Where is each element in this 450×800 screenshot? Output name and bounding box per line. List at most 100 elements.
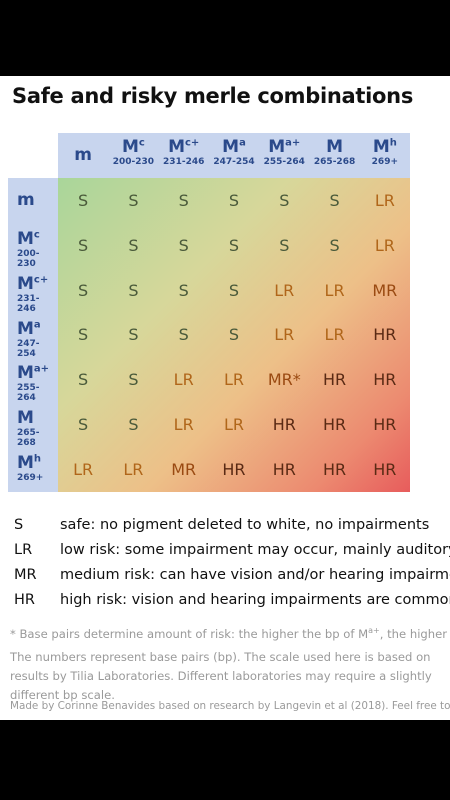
column-header: Mc 200-230 bbox=[108, 133, 159, 178]
risk-cell: LR bbox=[223, 370, 244, 390]
column-header: m bbox=[58, 133, 109, 178]
row-header: m bbox=[8, 178, 58, 223]
row-header: M 265-268 bbox=[8, 402, 58, 448]
header-base: M bbox=[17, 453, 34, 474]
risk-cell: HR bbox=[373, 370, 397, 390]
risk-cell: HR bbox=[322, 460, 347, 480]
risk-cell: S bbox=[178, 190, 189, 210]
column-header: Ma+ 255-264 bbox=[259, 133, 310, 178]
header-label: M bbox=[17, 408, 58, 428]
risk-cell: MR* bbox=[267, 370, 301, 390]
credit: Made by Corinne Benavides based on resea… bbox=[10, 700, 450, 712]
header-base: M bbox=[17, 273, 34, 294]
header-base: M bbox=[17, 318, 34, 339]
header-range: 255-264 bbox=[263, 157, 305, 167]
risk-cell: LR bbox=[374, 190, 395, 210]
risk-cell: S bbox=[279, 190, 290, 210]
title: Safe and risky merle combinations bbox=[12, 84, 414, 108]
header-label: Mc+ bbox=[17, 274, 58, 294]
risk-cell: LR bbox=[73, 460, 94, 480]
risk-cell: S bbox=[78, 190, 89, 210]
note: The numbers represent base pairs (bp). T… bbox=[10, 650, 432, 702]
header-sup: a bbox=[239, 137, 246, 149]
risk-cell: LR bbox=[123, 460, 144, 480]
risk-cell: MR bbox=[171, 460, 197, 480]
legend-text: safe: no pigment deleted to white, no im… bbox=[60, 517, 430, 533]
risk-cell: S bbox=[78, 415, 89, 435]
risk-cell: S bbox=[178, 325, 189, 345]
risk-cell: S bbox=[78, 235, 89, 255]
header-label: m bbox=[58, 145, 108, 165]
header-range: 200-230 bbox=[112, 157, 155, 167]
row-header: Mh 269+ bbox=[8, 447, 58, 492]
risk-cell: S bbox=[329, 190, 340, 210]
risk-cell: HR bbox=[322, 415, 347, 435]
header-label: m bbox=[17, 190, 58, 210]
risk-cell: HR bbox=[322, 370, 347, 390]
header-label: Ma+ bbox=[259, 137, 309, 157]
risk-cell: S bbox=[228, 325, 240, 345]
row-header: Mc 200-230 bbox=[8, 222, 58, 269]
risk-cell: LR bbox=[324, 325, 345, 345]
row-header: Mc+ 231-246 bbox=[8, 267, 58, 314]
column-header: Mc+ 231-246 bbox=[158, 133, 209, 178]
risk-cell: S bbox=[128, 325, 139, 345]
risk-cell: LR bbox=[374, 235, 395, 255]
header-sup: a bbox=[33, 319, 41, 331]
header-sup: c+ bbox=[33, 274, 49, 286]
header-base: M bbox=[372, 137, 390, 157]
header-sup: h bbox=[389, 137, 397, 149]
risk-cell: MR bbox=[372, 280, 398, 300]
header-range: 200-230 bbox=[17, 248, 40, 269]
risk-cell: LR bbox=[223, 415, 244, 435]
column-header: Mh 269+ bbox=[359, 133, 410, 178]
footnote: * Base pairs determine amount of risk: t… bbox=[10, 626, 450, 641]
risk-cell: HR bbox=[373, 325, 397, 345]
header-sup: a+ bbox=[285, 137, 301, 149]
risk-cell: HR bbox=[272, 460, 296, 480]
infographic: Safe and risky merle combinations S S S S S S… bbox=[0, 76, 450, 720]
risk-cell: HR bbox=[373, 460, 397, 480]
legend-code: LR bbox=[14, 542, 33, 558]
header-range: 265-268 bbox=[313, 157, 356, 167]
risk-cell: S bbox=[78, 280, 89, 300]
footnote-text: * Base pairs determine amount of risk: t… bbox=[10, 626, 369, 641]
footnote-text: , the higher the risk. bbox=[379, 626, 450, 641]
risk-cell: HR bbox=[272, 415, 296, 435]
header-range: 231-246 bbox=[17, 293, 40, 314]
risk-cell: HR bbox=[373, 415, 397, 435]
header-range: 269+ bbox=[17, 473, 44, 484]
risk-cell: HR bbox=[222, 460, 246, 480]
risk-cell: S bbox=[78, 370, 89, 390]
legend-code: MR bbox=[14, 567, 37, 583]
header-range: 247-254 bbox=[17, 338, 40, 359]
header-label: Mc bbox=[17, 229, 58, 249]
risk-cell: S bbox=[178, 235, 189, 255]
header-label: Mh bbox=[360, 137, 410, 157]
risk-cell: S bbox=[228, 190, 240, 210]
footnote-sup: a+ bbox=[368, 626, 380, 635]
header-label: Mc+ bbox=[159, 137, 209, 157]
header-base: M bbox=[268, 137, 286, 157]
header-base: M bbox=[17, 408, 34, 429]
risk-cell: S bbox=[128, 370, 139, 390]
header-base: M bbox=[121, 137, 139, 157]
header-base: m bbox=[74, 145, 92, 165]
column-header: M 265-268 bbox=[309, 133, 360, 178]
risk-cell: LR bbox=[173, 370, 194, 390]
risk-grid: S S S S S S LR S S S S S S LR S S S S LR LR MR S S S S LR LR HR S S LR… bbox=[58, 178, 410, 492]
header-sup: c bbox=[33, 229, 40, 241]
risk-cell: S bbox=[128, 190, 139, 210]
header-sup: a+ bbox=[33, 364, 50, 376]
risk-cell: S bbox=[128, 235, 139, 255]
risk-cell: S bbox=[128, 415, 139, 435]
header-base: M bbox=[17, 363, 34, 384]
legend-text: medium risk: can have vision and/or hear… bbox=[60, 567, 450, 583]
risk-cell: S bbox=[329, 235, 340, 255]
header-range: 269+ bbox=[371, 157, 398, 167]
header-sup: c+ bbox=[185, 137, 200, 149]
risk-cell: S bbox=[178, 280, 189, 300]
header-label: Ma bbox=[17, 319, 58, 339]
header-base: m bbox=[17, 190, 35, 210]
